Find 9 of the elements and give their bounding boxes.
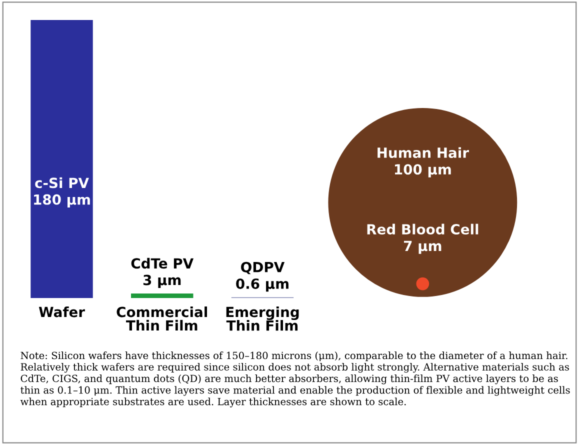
text: Red Blood Cell 7 μm: [367, 224, 478, 254]
data-label: CdTe PV 3 μm: [131, 258, 194, 288]
data-label: c-Si PV 180 μm: [34, 177, 90, 208]
data-label: QDPV 0.6 μm: [236, 262, 288, 292]
x-tick-label: Wafer: [38, 306, 85, 318]
text: Note: Silicon wafers have thicknesses of 150–180 microns (μm), comparable to the diameter of a human hair. Relatively thick wafers are required since silicon does not absorb light strongly. Alternative materials such as CdTe, CIGS, and quantum dots (QD) are much better absorbers, allowing thin-film PV active layers to be as thin as 0.1–10 μm. Thin active layers save material and enable the production of flexible and lightweight cells when appropriate substrates are used. Layer thicknesses are shown to scale.: [20, 352, 570, 408]
x-tick-label: Emerging Thin Film: [226, 306, 299, 331]
text: Human Hair 100 μm: [378, 147, 469, 178]
x-tick-label: Commercial Thin Film: [116, 306, 207, 330]
